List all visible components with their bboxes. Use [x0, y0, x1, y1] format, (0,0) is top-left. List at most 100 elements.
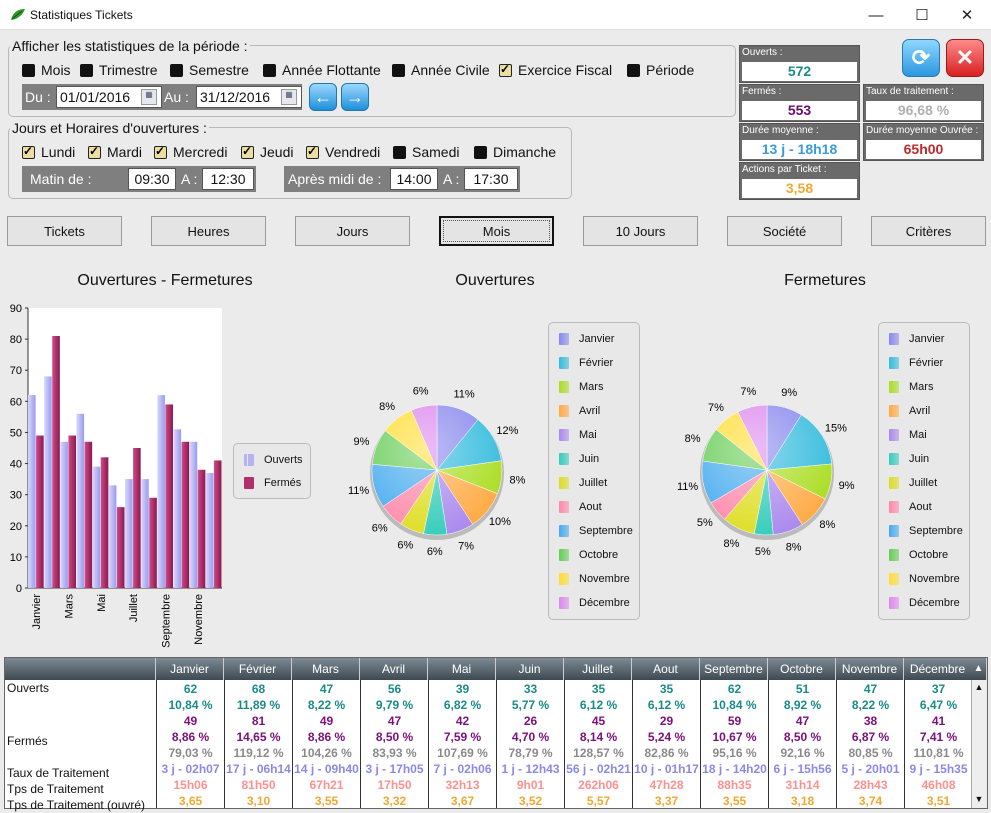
- table-header-month[interactable]: Juillet: [564, 658, 632, 680]
- checkbox-icon[interactable]: [306, 144, 319, 159]
- checkbox-icon[interactable]: [499, 62, 512, 77]
- pie-pct-label: 8%: [379, 401, 395, 413]
- day-option-label: Mercredi: [173, 144, 228, 160]
- checkbox-icon[interactable]: [22, 144, 35, 159]
- close-button[interactable]: ✕: [946, 39, 984, 77]
- table-header-month[interactable]: Mars: [292, 658, 360, 680]
- day-option-0[interactable]: Lundi: [22, 144, 75, 160]
- table-header-month[interactable]: Novembre: [836, 658, 904, 680]
- table-header-month[interactable]: Octobre: [768, 658, 836, 680]
- row-label-2: Taux de Traitement: [7, 766, 110, 780]
- period-option-4[interactable]: Année Civile: [392, 62, 490, 78]
- table-cell-ouverts: 39: [455, 682, 470, 696]
- refresh-button[interactable]: ⟳: [902, 39, 940, 77]
- tab-5[interactable]: Société: [727, 216, 842, 246]
- table-scrollbar[interactable]: [971, 680, 987, 808]
- pie-pct-label: 5%: [755, 546, 771, 558]
- table-header-month[interactable]: Avril: [360, 658, 428, 680]
- period-option-5[interactable]: Exercice Fiscal: [499, 62, 612, 78]
- pie-legend-item-9: Octobre: [889, 549, 948, 561]
- column-divider: [632, 680, 633, 808]
- table-header-month[interactable]: Juin: [496, 658, 564, 680]
- maximize-button[interactable]: ☐: [915, 7, 929, 24]
- table-cell-tps: 7 j - 02h06: [433, 762, 492, 776]
- tab-0[interactable]: Tickets: [7, 216, 122, 246]
- tab-3[interactable]: Mois: [439, 216, 554, 246]
- calendar-from-icon[interactable]: ▦: [141, 89, 157, 105]
- morning-from-field[interactable]: 09:30: [128, 168, 176, 190]
- period-option-0[interactable]: Mois: [22, 62, 71, 78]
- date-to-field[interactable]: 31/12/2016: [196, 86, 302, 108]
- checkbox-icon[interactable]: [392, 63, 405, 77]
- table-cell-taux: 110,81 %: [913, 746, 964, 760]
- pie-pct-label: 5%: [697, 517, 713, 529]
- next-period-button[interactable]: →: [341, 83, 369, 111]
- checkbox-icon[interactable]: [241, 144, 254, 159]
- close-window-button[interactable]: ✕: [960, 7, 974, 24]
- date-from-field[interactable]: 01/01/2016: [56, 86, 162, 108]
- day-option-4[interactable]: Vendredi: [306, 144, 380, 160]
- table-cell-fermes: 49: [319, 714, 334, 728]
- stat-fermes: Fermés : 553: [739, 84, 860, 122]
- checkbox-icon[interactable]: [88, 144, 101, 159]
- y-tick-label: 90: [10, 303, 22, 315]
- checkbox-icon[interactable]: [154, 144, 167, 159]
- tab-4[interactable]: 10 Jours: [583, 216, 698, 246]
- scroll-up-arrow-icon[interactable]: ▲: [974, 682, 984, 692]
- table-header-month[interactable]: Février: [224, 658, 292, 680]
- bar-ouverts-4: [92, 466, 101, 588]
- scroll-up-icon[interactable]: ▲: [971, 658, 987, 680]
- day-option-3[interactable]: Jeudi: [241, 144, 293, 160]
- stat-duree-ouvree-label: Durée moyenne Ouvrée :: [866, 125, 979, 136]
- checkbox-icon[interactable]: [263, 63, 276, 77]
- tab-1[interactable]: Heures: [151, 216, 266, 246]
- tab-6[interactable]: Critères: [871, 216, 986, 246]
- column-divider: [836, 680, 837, 808]
- morning-to-field[interactable]: 12:30: [202, 168, 254, 190]
- table-cell-ouverts: 47: [319, 682, 334, 696]
- afternoon-to-field[interactable]: 17:30: [464, 168, 518, 190]
- period-option-2[interactable]: Semestre: [170, 62, 249, 78]
- afternoon-from-field[interactable]: 14:00: [390, 168, 438, 190]
- checkbox-icon[interactable]: [80, 63, 93, 77]
- table-header-month[interactable]: Aout: [632, 658, 700, 680]
- day-option-label: Jeudi: [260, 144, 294, 160]
- table-header-month[interactable]: Mai: [428, 658, 496, 680]
- day-option-6[interactable]: Dimanche: [474, 144, 556, 160]
- afternoon-strip: Après midi de : 14:00 A : 17:30: [284, 166, 520, 192]
- period-option-6[interactable]: Période: [627, 62, 694, 78]
- legend-swatch: [559, 573, 569, 585]
- pie-legend-item-5: Juin: [559, 453, 599, 465]
- checkbox-icon[interactable]: [393, 145, 406, 159]
- checkbox-icon[interactable]: [22, 63, 35, 77]
- table-header-month[interactable]: Décembre: [904, 658, 972, 680]
- table-header-month[interactable]: Septembre: [700, 658, 768, 680]
- table-cell-tps_ouvre: 47h28: [649, 778, 684, 792]
- checkbox-icon[interactable]: [627, 63, 640, 77]
- period-option-3[interactable]: Année Flottante: [263, 62, 381, 78]
- bar-ouverts-11: [205, 472, 214, 588]
- table-cell-fermes_pct: 4,70 %: [511, 730, 550, 744]
- table-cell-fermes: 45: [591, 714, 606, 728]
- pie-pct-label: 9%: [781, 387, 797, 399]
- column-divider: [768, 680, 769, 808]
- checkbox-icon[interactable]: [170, 63, 183, 77]
- table-cell-actions: 3,74: [858, 794, 883, 808]
- previous-period-button[interactable]: ←: [309, 83, 337, 111]
- pie-legend-item-6: Juillet: [889, 477, 937, 489]
- tab-2[interactable]: Jours: [295, 216, 410, 246]
- scroll-down-arrow-icon[interactable]: ▼: [974, 794, 984, 804]
- period-option-1[interactable]: Trimestre: [80, 62, 158, 78]
- checkbox-icon[interactable]: [474, 145, 487, 159]
- table-cell-fermes: 38: [863, 714, 878, 728]
- table-cell-ouverts_pct: 6,12 %: [579, 698, 618, 712]
- calendar-to-icon[interactable]: ▦: [281, 89, 297, 105]
- day-option-1[interactable]: Mardi: [88, 144, 142, 160]
- table-header-month[interactable]: Janvier: [156, 658, 224, 680]
- table-cell-taux: 104,26 %: [301, 746, 352, 760]
- day-option-2[interactable]: Mercredi: [154, 144, 227, 160]
- legend-ouverts: Ouverts: [244, 454, 303, 466]
- minimize-button[interactable]: —: [868, 6, 884, 24]
- day-option-5[interactable]: Samedi: [393, 144, 459, 160]
- stat-duree-ouvree-value: 65h00: [866, 140, 981, 159]
